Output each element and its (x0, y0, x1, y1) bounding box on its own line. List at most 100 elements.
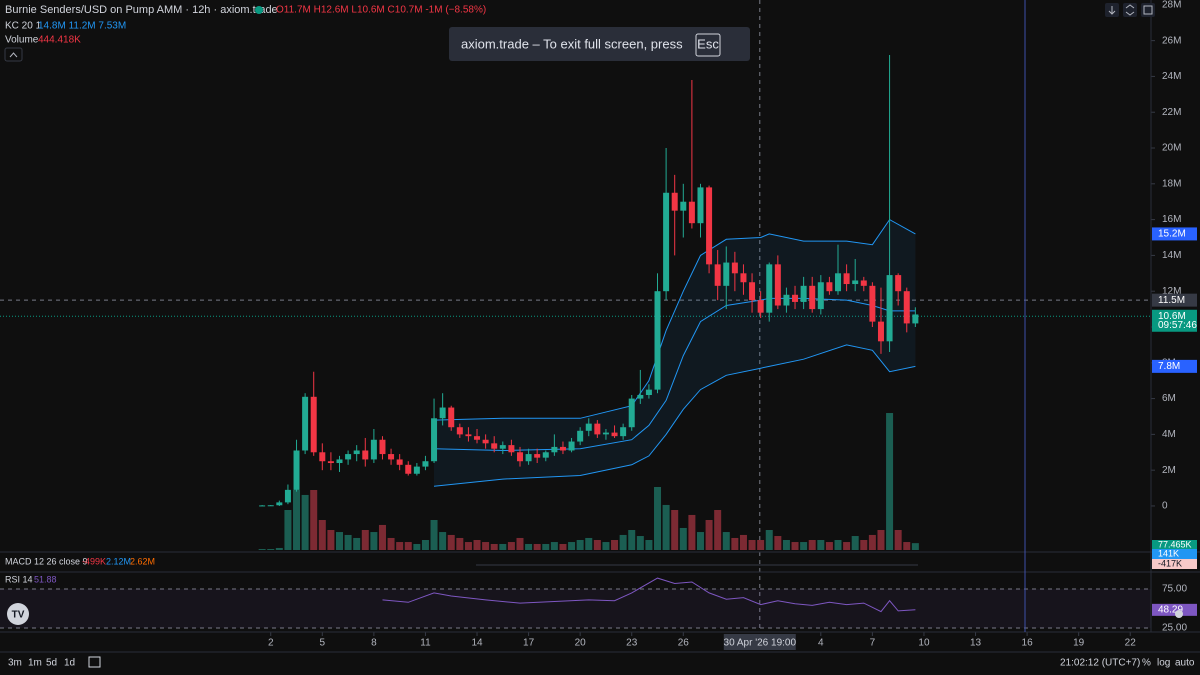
candle-body (293, 450, 300, 490)
candle-body (516, 452, 523, 462)
volume-bar (421, 540, 429, 550)
candle-body (542, 452, 549, 458)
volume-bar (800, 542, 808, 550)
y-tick-label: 18M (1162, 178, 1181, 189)
collapse-pane-button[interactable] (1123, 3, 1137, 17)
volume-bar (774, 536, 782, 550)
candle-body (637, 395, 644, 399)
volume-bar (894, 530, 902, 550)
overlay: 02M4M6M8M10M12M14M16M18M20M22M24M26M28M2… (268, 0, 1197, 650)
candle-body (577, 430, 584, 442)
x-tick-label: 4 (818, 638, 824, 649)
rsi-tick-label: 25.00 (1162, 623, 1187, 634)
logo-mark: TV (12, 610, 25, 621)
candle-body (697, 187, 704, 224)
candle-body (405, 464, 412, 474)
volume-bar (404, 542, 412, 550)
volume-bar (808, 540, 816, 550)
candle-body (413, 466, 420, 474)
auto-toggle[interactable]: auto (1175, 658, 1195, 669)
esc-key-label: Esc (697, 36, 719, 51)
candle-body (809, 285, 816, 310)
crosshair-x-label-box (723, 634, 796, 650)
volume-bar (447, 534, 455, 550)
candle-body (379, 439, 386, 455)
candle-body (267, 505, 274, 507)
candle-body (766, 264, 773, 313)
candle-body (585, 423, 592, 431)
x-tick-label: 16 (1022, 638, 1034, 649)
volume-bar (843, 542, 851, 550)
toast-text: axiom.trade – To exit full screen, press (461, 36, 683, 51)
volume-bar (525, 543, 533, 550)
icon (1143, 5, 1153, 15)
icon (1108, 6, 1116, 15)
volume-bar (258, 549, 266, 550)
volume-bar (886, 413, 894, 550)
range-button[interactable]: 1d (64, 658, 75, 669)
volume-bar (696, 532, 704, 550)
candle-body (826, 282, 833, 292)
volume-bar (507, 542, 515, 550)
candle-body (628, 398, 635, 428)
x-tick-label: 8 (371, 638, 377, 649)
rsi-label-box (1152, 603, 1197, 616)
volume-bar (791, 542, 799, 550)
candle-body (912, 314, 919, 324)
candle-body (645, 389, 652, 396)
volume-bar (688, 514, 696, 550)
range-button[interactable]: 1m (28, 658, 42, 669)
candle-body (336, 459, 343, 464)
candle-body (688, 201, 695, 224)
candle-body (740, 273, 747, 283)
x-tick-label: 2 (268, 638, 274, 649)
volume-bar (576, 540, 584, 550)
price-label-box (1152, 227, 1197, 241)
price-label: 15.2M (1158, 229, 1186, 240)
volume-bar (439, 532, 447, 550)
volume-bar (825, 542, 833, 550)
volume-bar (559, 543, 567, 550)
candle-body (508, 445, 515, 453)
y-tick-label: 16M (1162, 214, 1181, 225)
volume-value: 444.418K (38, 35, 81, 46)
volume-bar (516, 537, 524, 550)
candle-body (817, 282, 824, 310)
volume-bar (267, 549, 275, 550)
calendar-icon[interactable] (88, 656, 101, 668)
candle-body (310, 396, 317, 453)
crosshair-x-label: 30 Apr '26 19:00 (724, 638, 797, 649)
candle-body (559, 446, 566, 451)
volume-bar (293, 490, 301, 550)
volume-bar (473, 540, 481, 550)
candle-body (439, 407, 446, 419)
percent-toggle[interactable]: % (1142, 658, 1151, 669)
volume-bar (817, 540, 825, 550)
range-button[interactable]: 3m (8, 658, 22, 669)
rsi-band (0, 589, 1151, 629)
range-button[interactable]: 5d (46, 658, 57, 669)
y-tick-label: 14M (1162, 250, 1181, 261)
candle-body (714, 264, 721, 286)
volume-bar (585, 537, 593, 550)
kc-values: 14.8M 11.2M 7.53M (38, 21, 126, 32)
volume-bar (361, 530, 369, 550)
candle-body (594, 423, 601, 435)
settings-dot[interactable] (1175, 610, 1183, 618)
collapse-button[interactable] (4, 47, 23, 62)
logo (7, 603, 29, 625)
maximize-button[interactable] (1141, 3, 1155, 17)
macd-signal: 2.62M (130, 556, 155, 566)
volume-bar (602, 542, 610, 550)
macd-legend: MACD 12 26 close 9 (5, 556, 88, 566)
volume-bar (413, 543, 421, 550)
kc-upper (433, 218, 916, 421)
volume-bar (765, 530, 773, 550)
side-label-box (1152, 549, 1197, 559)
log-toggle[interactable]: log (1157, 658, 1170, 669)
candle-body (706, 187, 713, 265)
volume-bar (499, 543, 507, 550)
volume-bar (310, 490, 318, 550)
candle-body (680, 201, 687, 211)
